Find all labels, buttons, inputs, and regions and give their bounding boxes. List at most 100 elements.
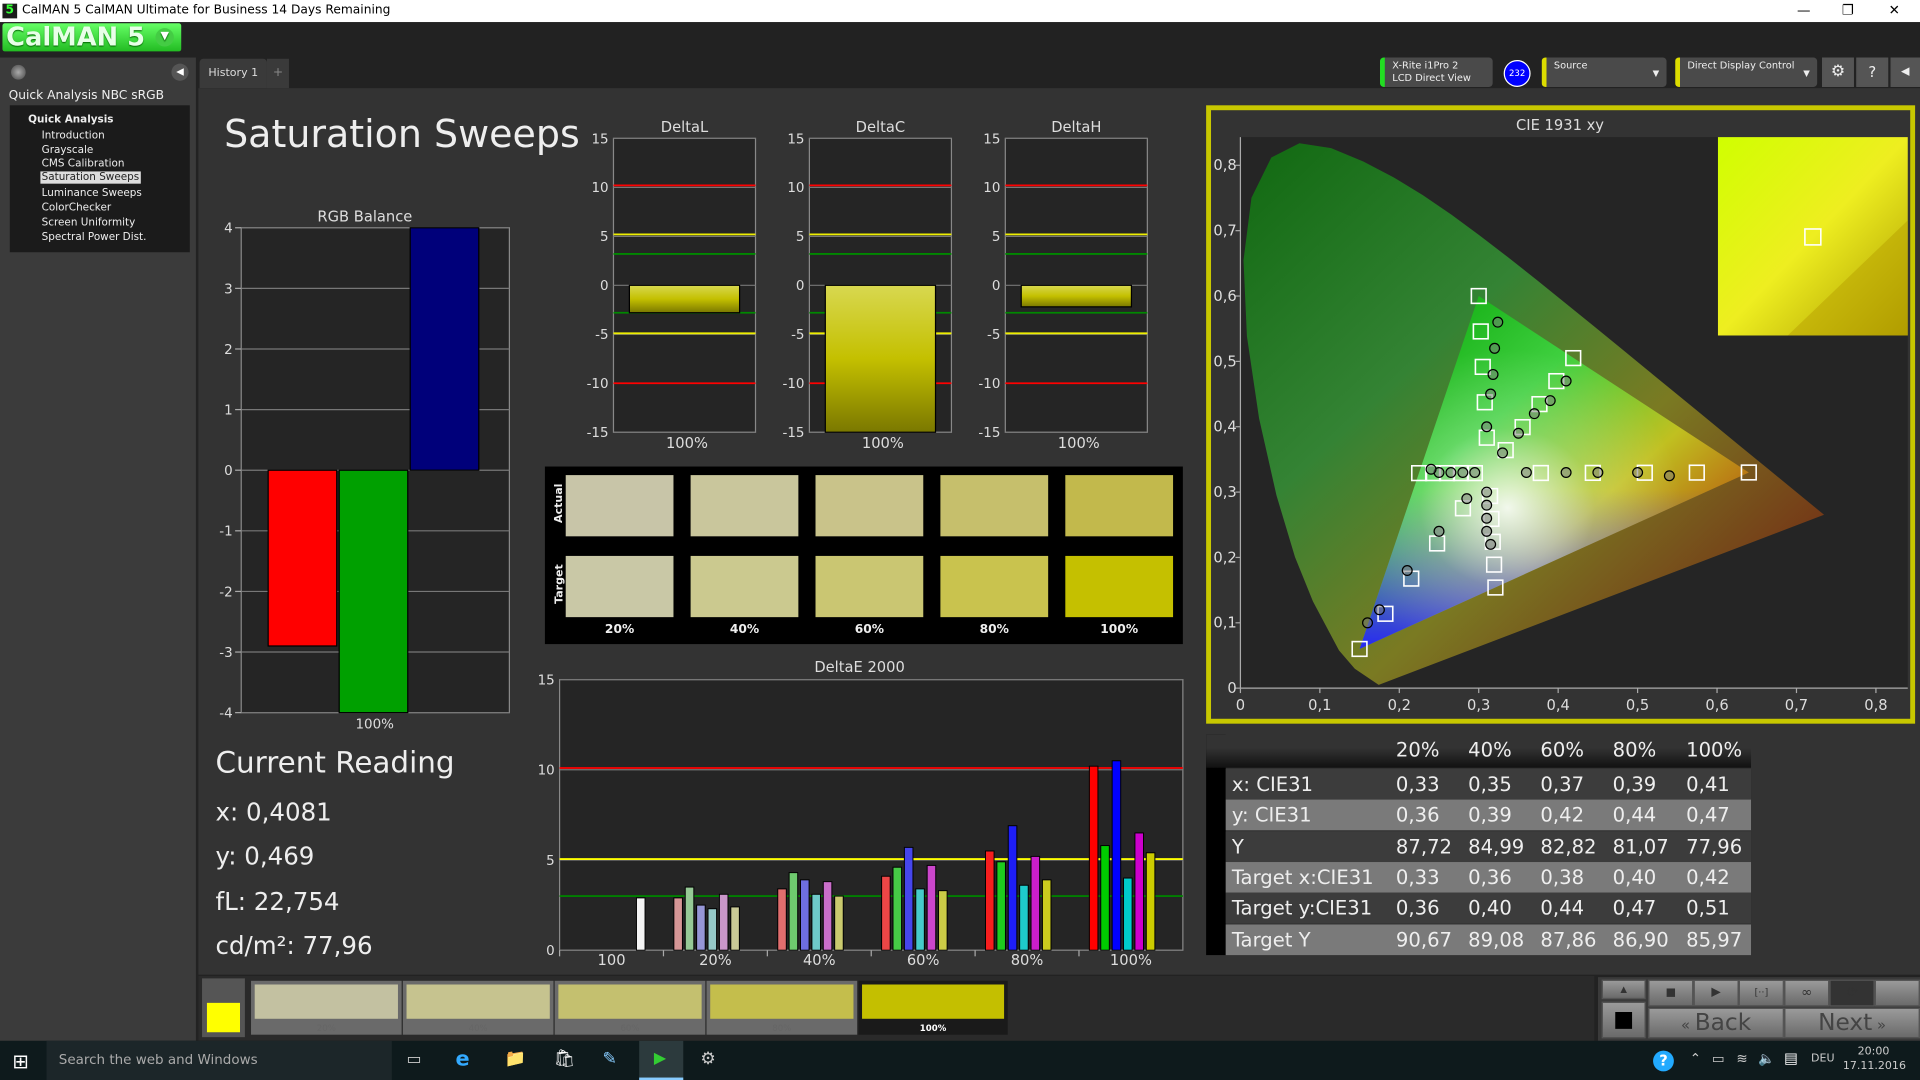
deltae-bar: [1100, 845, 1110, 951]
sidebar-item-saturation-sweeps[interactable]: Saturation Sweeps: [40, 171, 141, 184]
search-box[interactable]: Search the web and Windows: [46, 1040, 392, 1080]
meter-badge[interactable]: 232: [1503, 60, 1531, 87]
scroll-up-button[interactable]: ▲: [1601, 979, 1646, 1000]
deltae-bar: [1007, 825, 1018, 951]
refresh-icon[interactable]: ⟳: [1829, 979, 1875, 1007]
sidebar-item-spectral-power[interactable]: Spectral Power Dist.: [41, 231, 147, 244]
close-button[interactable]: ✕: [1888, 2, 1900, 19]
sidebar-item-colorchecker[interactable]: ColorChecker: [41, 202, 112, 215]
swatch-level-label: 40%: [729, 623, 760, 637]
sidebar-item-screen-uniformity[interactable]: Screen Uniformity: [41, 216, 136, 229]
store-icon[interactable]: 🛍: [553, 1049, 576, 1069]
sidebar-item-cms-calibration[interactable]: CMS Calibration: [41, 157, 125, 171]
patch-button[interactable]: 60%: [554, 980, 706, 1035]
stop-square-icon[interactable]: ■: [1601, 1001, 1646, 1039]
row-header-strip: [1206, 734, 1226, 956]
notifications-icon[interactable]: ▤: [1784, 1049, 1798, 1067]
sidebar-item-grayscale[interactable]: Grayscale: [41, 144, 94, 157]
continuous-loop-icon[interactable]: ∞: [1784, 979, 1830, 1007]
sidebar-pin-icon[interactable]: [11, 64, 26, 80]
record-button[interactable]: [1874, 979, 1920, 1007]
wifi-icon[interactable]: ≋: [1736, 1050, 1748, 1067]
patch-button[interactable]: 80%: [706, 980, 858, 1035]
language-indicator[interactable]: DEU: [1811, 1053, 1835, 1066]
source-label: Source: [1553, 60, 1588, 72]
target-swatch[interactable]: [815, 555, 924, 618]
x-tick-label: 0: [1236, 697, 1245, 714]
row-label: Y: [1231, 834, 1244, 858]
y-tick-label: 0: [992, 279, 1001, 294]
next-button[interactable]: Next »: [1784, 1007, 1920, 1039]
task-view-icon[interactable]: ▭: [406, 1050, 422, 1069]
minimize-button[interactable]: —: [1796, 2, 1811, 19]
actual-swatch[interactable]: [940, 475, 1049, 537]
calman-menu-button[interactable]: CalMAN 5 ▼: [2, 23, 182, 52]
back-button[interactable]: « Back: [1648, 1007, 1785, 1039]
table-cell: 0,42: [1686, 865, 1730, 889]
table-cell: 0,44: [1540, 896, 1585, 920]
tree-group-quick-analysis[interactable]: Quick Analysis: [28, 113, 114, 127]
column-header: 20%: [1395, 738, 1440, 762]
help-icon[interactable]: ?: [1856, 57, 1889, 87]
play-button[interactable]: ▶: [1693, 979, 1739, 1007]
battery-icon[interactable]: ▭: [1711, 1050, 1725, 1067]
add-tab-button[interactable]: +: [266, 58, 289, 89]
patch-button[interactable]: 20%: [251, 980, 402, 1035]
table-cell: 0,36: [1395, 803, 1440, 827]
chevron-up-icon[interactable]: ⌃: [1689, 1050, 1702, 1067]
windows-start-icon[interactable]: ⊞: [12, 1049, 29, 1073]
target-swatch[interactable]: [1065, 555, 1174, 618]
target-swatch[interactable]: [565, 555, 674, 618]
swatch-level-label: 80%: [979, 623, 1009, 637]
x-tick-label: 100%: [1110, 952, 1152, 969]
measured-green-point: [1492, 316, 1504, 328]
target-magenta-square: [1485, 556, 1503, 573]
app-icon-tool[interactable]: ⚙: [700, 1049, 716, 1069]
calman-taskbar-icon[interactable]: ▶: [639, 1040, 684, 1080]
blue-balance-bar: [409, 227, 480, 471]
x-tick-label: 0,5: [1626, 697, 1649, 714]
display-selector[interactable]: Direct Display Control ▼: [1675, 57, 1818, 87]
measured-blue-point: [1401, 565, 1413, 577]
x-tick-label: 80%: [1011, 952, 1044, 969]
window-title: CalMAN 5 CalMAN Ultimate for Business 14…: [22, 3, 391, 18]
x-tick-label: 100%: [1058, 435, 1100, 452]
target-swatch[interactable]: [940, 555, 1049, 618]
actual-swatch[interactable]: [1065, 475, 1174, 537]
source-selector[interactable]: Source ▼: [1541, 57, 1667, 87]
maximize-button[interactable]: ❐: [1841, 2, 1854, 19]
app-icon: 5: [2, 3, 18, 19]
measured-yellow-point: [1544, 395, 1556, 407]
y-tick-label: 0: [796, 279, 805, 294]
tab-history-1[interactable]: History 1: [199, 58, 267, 89]
target-red-square: [1740, 464, 1757, 481]
meter-selector[interactable]: X-Rite i1Pro 2 LCD Direct View: [1380, 57, 1493, 87]
actual-swatch[interactable]: [565, 475, 674, 537]
measure-once-button[interactable]: [··]: [1738, 979, 1785, 1007]
deltae-bar: [915, 888, 925, 951]
sidebar-item-luminance-sweeps[interactable]: Luminance Sweeps: [41, 187, 142, 200]
help-tray-icon[interactable]: ?: [1653, 1050, 1674, 1072]
clock[interactable]: 20:00 17.11.2016: [1843, 1044, 1906, 1073]
file-explorer-icon[interactable]: 📁: [504, 1049, 526, 1069]
swatch-level-label: 100%: [1100, 623, 1139, 637]
volume-icon[interactable]: 🔈: [1758, 1050, 1776, 1067]
app-icon-notes[interactable]: ✎: [602, 1049, 617, 1069]
deltae-bar: [996, 861, 1006, 951]
target-swatch[interactable]: [690, 555, 799, 618]
stop-button[interactable]: ■: [1648, 979, 1694, 1007]
chevron-down-icon: ▼: [1652, 68, 1660, 79]
patch-button[interactable]: 100%: [858, 980, 1008, 1035]
settings-gear-icon[interactable]: ⚙: [1822, 57, 1854, 87]
edge-browser-icon[interactable]: e: [455, 1046, 470, 1072]
patch-button[interactable]: 40%: [402, 980, 554, 1035]
collapse-right-icon[interactable]: ◀: [1890, 57, 1920, 87]
target-blue-square: [1351, 640, 1368, 658]
actual-swatch[interactable]: [690, 475, 799, 537]
y-tick-label: 3: [224, 282, 233, 297]
delta-bar: [628, 284, 741, 314]
collapse-sidebar-button[interactable]: ◀: [171, 63, 189, 81]
y-tick-label: 1: [224, 403, 233, 418]
sidebar-item-introduction[interactable]: Introduction: [41, 129, 105, 143]
actual-swatch[interactable]: [815, 475, 924, 537]
